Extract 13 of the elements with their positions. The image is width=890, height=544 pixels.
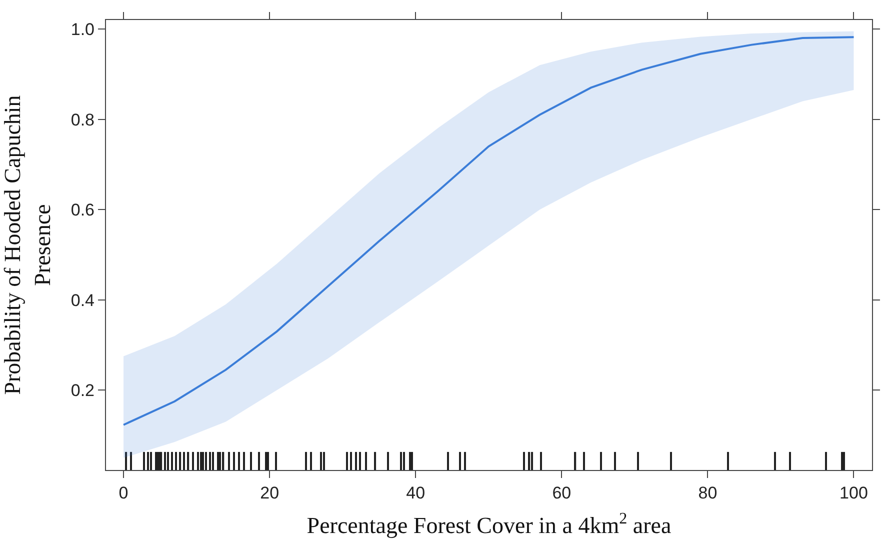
y-axis-title: Probability of Hooded Capuchin Presence (0, 94, 55, 395)
x-axis-title: Percentage Forest Cover in a 4km$^{2}$ area (306, 510, 672, 538)
x-tick-label: 40 (406, 484, 426, 502)
x-tick-label: 0 (118, 484, 128, 502)
y-tick-label: 0.8 (70, 110, 94, 130)
y-tick-label: 0.2 (70, 381, 94, 400)
x-tick-label: 100 (840, 484, 868, 502)
y-tick-label: 1.0 (70, 20, 94, 39)
y-tick-label: 0.4 (70, 290, 94, 310)
y-tick-label: 0.6 (70, 200, 94, 220)
x-tick-label: 20 (260, 484, 280, 502)
x-tick-label: 60 (552, 484, 572, 502)
x-tick-label: 80 (698, 484, 718, 502)
